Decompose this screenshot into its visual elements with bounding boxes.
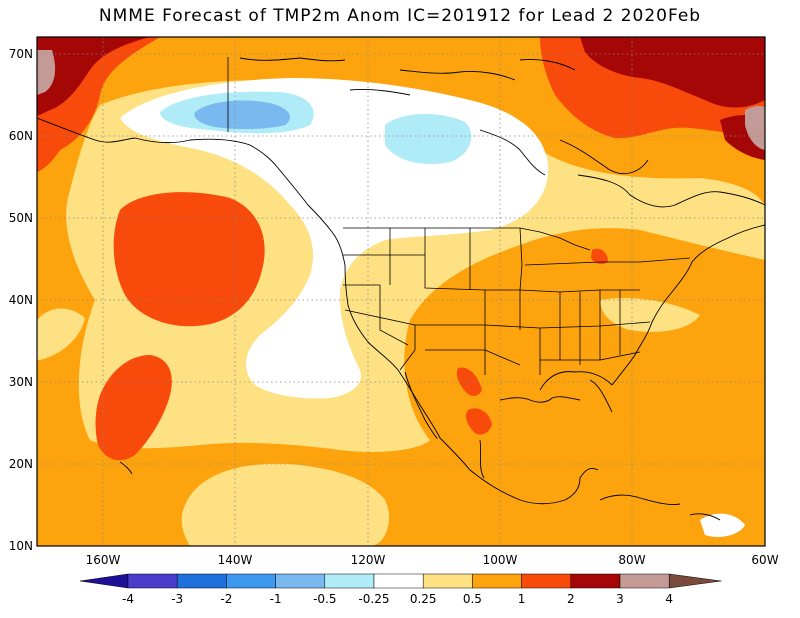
anomaly-band-neg-0.5-neg-0.25 [385,114,472,165]
lat-label: 20N [9,457,33,471]
colorbar-level-label: -3 [171,592,183,606]
lat-label: 40N [9,293,33,307]
map-frame [36,36,766,547]
anomaly-band-0.25-0.5 [37,308,85,360]
colorbar-arrow-low [79,573,129,589]
lon-label: 160W [86,553,121,567]
colorbar-level-label: 2 [567,592,575,606]
coastlines [37,57,765,521]
colorbar-level-label: 0.5 [463,592,482,606]
lon-label: 60W [751,553,778,567]
colorbar-box [521,573,572,589]
lat-label: 30N [9,375,33,389]
anomaly-band-neg-1-neg-0.5 [194,100,290,130]
colorbar-box [275,573,326,589]
lat-label: 70N [9,47,33,61]
colorbar-box [226,573,276,589]
anomaly-band-near-normal [700,513,745,537]
colorbar-level-label: -1 [270,592,282,606]
colorbar-box [422,573,473,589]
colorbar-box [570,573,621,589]
anomaly-band-0.25-0.5 [600,298,700,332]
anomaly-band-1-2 [95,355,172,461]
lon-label: 140W [218,553,253,567]
anomaly-band-2-3 [37,37,150,116]
colorbar-box [373,573,424,589]
colorbar-level-label: -0.5 [313,592,336,606]
colorbar-box [176,573,227,589]
anomaly-band-1-2 [591,248,608,265]
lon-label: 120W [351,553,386,567]
anomaly-band-1-2 [465,408,492,435]
colorbar-box [619,573,670,589]
anomaly-field [37,37,765,546]
lon-label: 100W [483,553,518,567]
state-borders [227,57,691,375]
lat-label: 10N [9,539,33,553]
chart-title: NMME Forecast of TMP2m Anom IC=201912 fo… [98,6,702,26]
lat-label: 50N [9,211,33,225]
longitude-labels: 160W 140W 120W 100W 80W 60W [86,553,779,567]
colorbar-level-label: -0.25 [358,592,389,606]
anomaly-band-2-3 [580,37,765,108]
anomaly-band-1-2 [113,192,265,327]
latitude-labels: 70N 60N 50N 40N 30N 20N 10N [9,47,33,553]
colorbar-level-label: -2 [220,592,232,606]
colorbar-box [324,573,375,589]
anomaly-band-0.25-0.5 [66,80,765,452]
colorbar-legend: -4 -3 -2 -1 -0.5 -0.25 0.25 0.5 1 2 3 4 [79,573,722,606]
colorbar-level-label: 0.25 [410,592,437,606]
colorbar-box [127,573,178,589]
colorbar-level-label: 1 [518,592,526,606]
colorbar-level-label: 3 [616,592,624,606]
colorbar-arrow-high [668,573,722,589]
anomaly-band-0.25-0.5 [181,463,390,546]
lat-label: 60N [9,129,33,143]
lat-lon-grid [37,37,765,546]
lon-label: 80W [618,553,645,567]
colorbar-box [472,573,522,589]
anomaly-band-3-4 [37,50,56,95]
colorbar-level-label: 4 [665,592,673,606]
anomaly-band-3-4 [745,106,765,150]
colorbar-level-label: -4 [122,592,134,606]
